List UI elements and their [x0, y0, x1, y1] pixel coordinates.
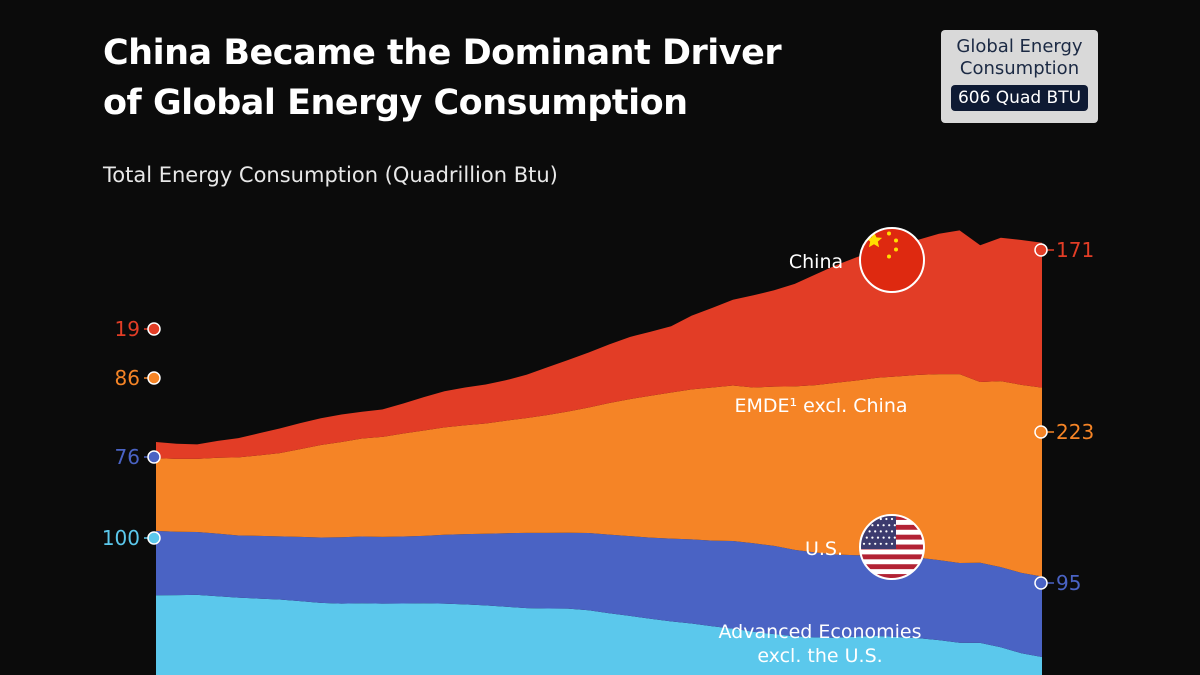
start-value-advanced: 100	[102, 526, 140, 550]
end-marker-china	[1034, 243, 1048, 257]
end-value-china: 171	[1056, 238, 1094, 262]
label-china: China	[789, 251, 843, 273]
end-value-emde: 223	[1056, 420, 1094, 444]
label-advanced-line-2: excl. the U.S.	[757, 645, 882, 667]
chart-subtitle: Total Energy Consumption (Quadrillion Bt…	[103, 163, 558, 187]
area-us	[156, 530, 1042, 657]
area-china	[156, 230, 1042, 459]
start-value-china: 19	[115, 317, 140, 341]
start-value-us: 76	[115, 445, 140, 469]
flag-small-star-2	[894, 238, 898, 243]
flag-big-star	[865, 232, 883, 248]
label-emde: EMDE¹ excl. China	[734, 395, 907, 417]
flag-small-star-4	[887, 254, 891, 259]
start-marker-advanced	[147, 531, 161, 545]
area-advanced	[156, 594, 1042, 675]
end-value-us: 95	[1056, 571, 1081, 595]
total-consumption-badge: Global Energy Consumption 606 Quad BTU	[941, 30, 1098, 123]
area-layers	[156, 230, 1042, 675]
start-value-emde: 86	[115, 366, 140, 390]
start-marker-china	[147, 322, 161, 336]
title-line-1: China Became the Dominant Driver	[103, 33, 782, 73]
china-flag	[859, 227, 925, 293]
label-advanced-line-1: Advanced Economies	[718, 621, 921, 643]
end-marker-emde	[1034, 425, 1048, 439]
badge-title-line-2: Consumption	[959, 58, 1080, 79]
flag-small-star-1	[887, 231, 891, 236]
start-marker-emde	[147, 371, 161, 385]
us-flag	[859, 514, 925, 580]
value-markers: 19 86 76 100 171 223 95	[102, 238, 1094, 595]
start-marker-us	[147, 450, 161, 464]
chart-title: China Became the Dominant Driver of Glob…	[103, 28, 782, 128]
area-emde	[156, 374, 1042, 577]
flag-small-star-3	[894, 247, 898, 252]
end-marker-us	[1034, 576, 1048, 590]
label-us: U.S.	[805, 538, 843, 560]
badge-title-line-1: Global Energy	[956, 36, 1083, 57]
badge-value: 606 Quad BTU	[950, 85, 1089, 111]
title-line-2: of Global Energy Consumption	[103, 83, 688, 123]
